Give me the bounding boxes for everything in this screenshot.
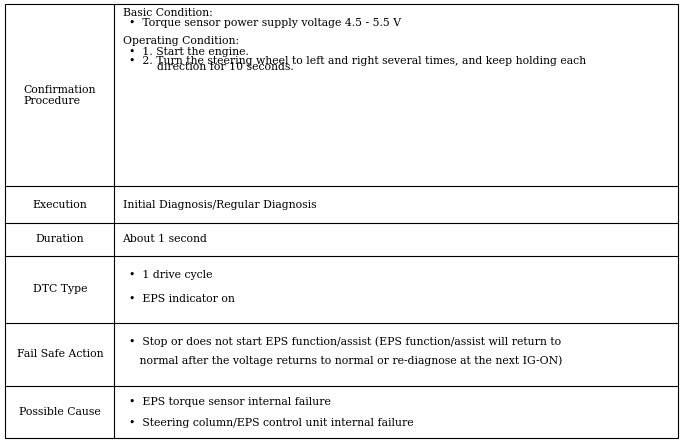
Text: •  EPS indicator on: • EPS indicator on [129, 294, 235, 304]
Text: Initial Diagnosis/Regular Diagnosis: Initial Diagnosis/Regular Diagnosis [122, 200, 316, 210]
Text: •  2. Turn the steering wheel to left and right several times, and keep holding : • 2. Turn the steering wheel to left and… [129, 56, 587, 66]
Text: Execution: Execution [33, 200, 87, 210]
Text: •  EPS torque sensor internal failure: • EPS torque sensor internal failure [129, 397, 331, 407]
Text: •  Stop or does not start EPS function/assist (EPS function/assist will return t: • Stop or does not start EPS function/as… [129, 337, 561, 347]
Text: Fail Safe Action: Fail Safe Action [16, 349, 103, 359]
Text: About 1 second: About 1 second [122, 234, 208, 244]
Text: Basic Condition:: Basic Condition: [122, 8, 212, 18]
Text: •  Torque sensor power supply voltage 4.5 - 5.5 V: • Torque sensor power supply voltage 4.5… [129, 18, 402, 28]
Text: direction for 10 seconds.: direction for 10 seconds. [143, 62, 294, 72]
Text: •  1 drive cycle: • 1 drive cycle [129, 271, 213, 280]
Text: Possible Cause: Possible Cause [19, 407, 101, 417]
Text: normal after the voltage returns to normal or re-diagnose at the next IG-ON): normal after the voltage returns to norm… [129, 355, 563, 366]
Text: Confirmation
Procedure: Confirmation Procedure [24, 84, 96, 106]
Text: DTC Type: DTC Type [33, 284, 87, 294]
Text: •  1. Start the engine.: • 1. Start the engine. [129, 47, 249, 57]
Text: Duration: Duration [36, 234, 84, 244]
Text: Operating Condition:: Operating Condition: [122, 36, 238, 46]
Text: •  Steering column/EPS control unit internal failure: • Steering column/EPS control unit inter… [129, 418, 414, 428]
